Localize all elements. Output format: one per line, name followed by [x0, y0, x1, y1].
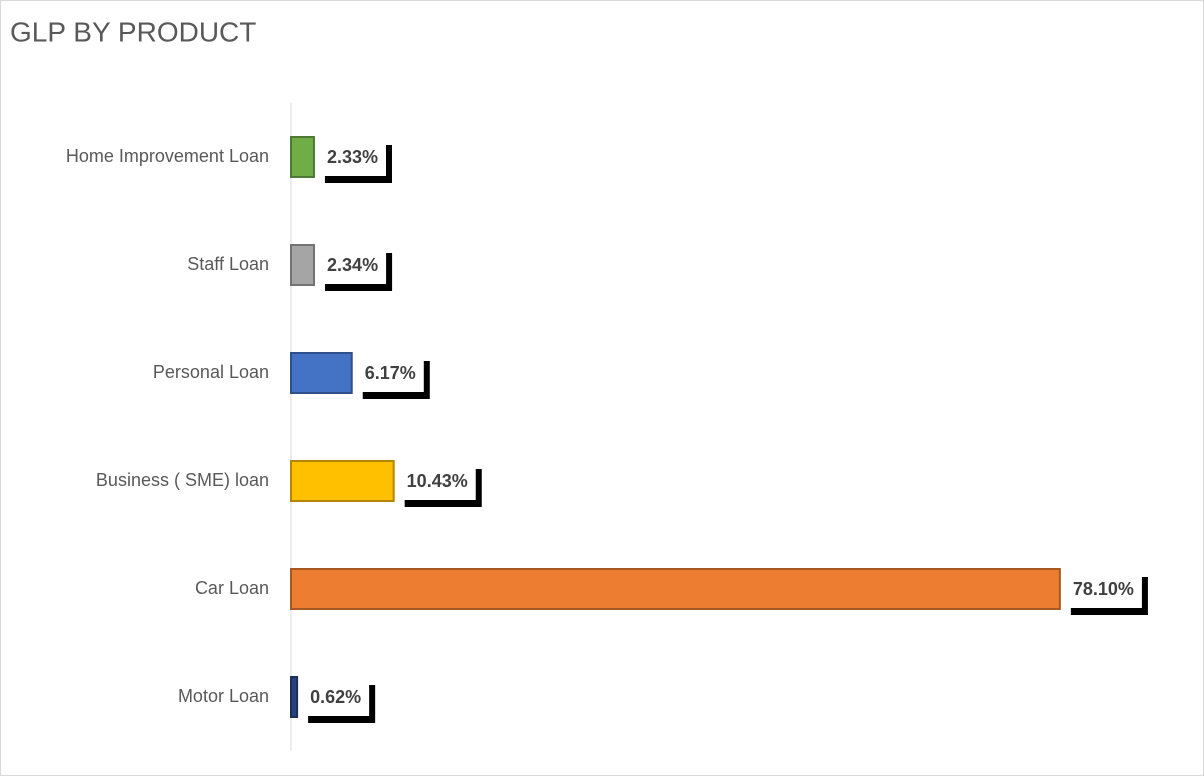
- y-tick-label: Business ( SME) loan: [96, 470, 269, 490]
- label-box: [1064, 570, 1142, 608]
- data-label: 0.62%: [310, 687, 361, 707]
- data-label: 78.10%: [1073, 579, 1134, 599]
- label-box: [356, 354, 424, 392]
- data-label: 2.34%: [327, 255, 378, 275]
- data-label: 6.17%: [365, 363, 416, 383]
- y-tick-label: Staff Loan: [187, 254, 269, 274]
- bar: [290, 136, 315, 178]
- label-box: [302, 678, 370, 716]
- label-box: [318, 138, 386, 176]
- data-label: 2.33%: [327, 147, 378, 167]
- bar: [290, 676, 299, 718]
- bar: [290, 244, 316, 286]
- bar: [290, 460, 395, 502]
- y-tick-label: Home Improvement Loan: [66, 146, 269, 166]
- y-tick-label: Personal Loan: [153, 362, 269, 382]
- chart-title: GLP BY PRODUCT: [10, 16, 256, 47]
- data-label: 10.43%: [407, 471, 468, 491]
- bar: [290, 352, 353, 394]
- label-box: [398, 462, 476, 500]
- label-box: [319, 246, 387, 284]
- y-tick-label: Motor Loan: [178, 686, 269, 706]
- y-tick-label: Car Loan: [195, 578, 269, 598]
- bar: [290, 568, 1061, 610]
